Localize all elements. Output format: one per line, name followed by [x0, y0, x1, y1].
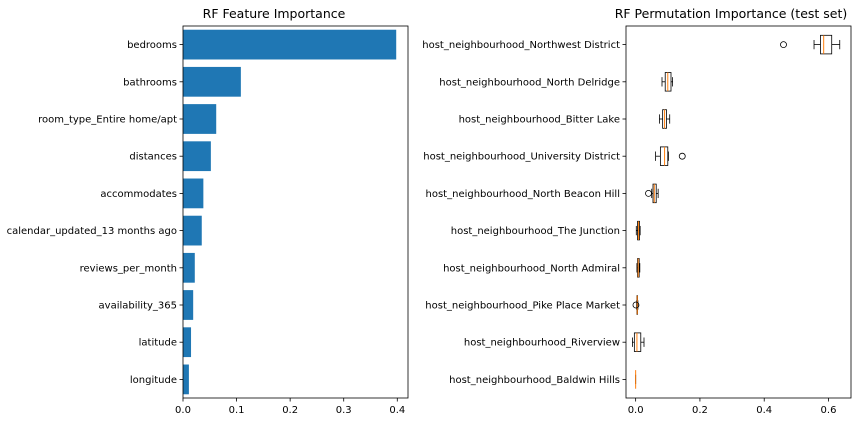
- y-tick-label: host_neighbourhood_The Junction: [451, 226, 620, 237]
- y-tick-label: bathrooms: [123, 77, 177, 88]
- bar-7: [183, 290, 194, 320]
- x-tick-label: 0.2: [282, 405, 298, 416]
- box-3: [655, 146, 686, 166]
- flier-0: [645, 189, 652, 197]
- y-tick-label: host_neighbourhood_North Delridge: [439, 77, 620, 88]
- y-tick-label: host_neighbourhood_University District: [423, 152, 620, 163]
- box-6: [636, 258, 641, 278]
- y-tick-label: distances: [129, 152, 177, 163]
- flier-0: [678, 152, 686, 160]
- rf-permutation-importance-title: RF Permutation Importance (test set): [615, 6, 848, 21]
- x-tick-label: 0.4: [389, 405, 405, 416]
- y-tick-label: room_type_Entire home/apt: [38, 115, 177, 126]
- y-tick-label: reviews_per_month: [80, 263, 177, 274]
- bar-0: [183, 29, 397, 60]
- box-8: [632, 332, 645, 352]
- bar-3: [183, 141, 211, 172]
- y-tick-label: host_neighbourhood_North Admiral: [443, 263, 620, 274]
- y-tick-label: bedrooms: [127, 40, 177, 51]
- y-tick-label: host_neighbourhood_Riverview: [464, 338, 620, 349]
- y-tick-label: longitude: [130, 375, 177, 386]
- bar-5: [183, 215, 202, 246]
- y-tick-label: calendar_updated_13 months ago: [7, 226, 177, 237]
- box-7: [632, 295, 640, 315]
- flier-0: [632, 301, 640, 309]
- x-tick-label: 0.4: [756, 405, 772, 416]
- box-iqr: [633, 332, 642, 352]
- box-1: [661, 72, 674, 92]
- box-5: [635, 220, 641, 241]
- rf-feature-importance-plot: RF Feature Importance bedrooms bathrooms r…: [7, 6, 409, 416]
- rf-permutation-importance-plot: RF Permutation Importance (test set) hos…: [422, 6, 852, 416]
- bar-6: [183, 252, 195, 283]
- y-tick-label: host_neighbourhood_Baldwin Hills: [449, 375, 620, 386]
- box-0: [780, 34, 841, 55]
- rf-feature-importance-title: RF Feature Importance: [203, 6, 346, 21]
- x-tick-label: 0.1: [229, 405, 245, 416]
- y-tick-label: accommodates: [100, 189, 177, 200]
- box-4: [645, 183, 659, 204]
- box-iqr: [820, 34, 833, 55]
- box-2: [659, 109, 671, 129]
- y-tick-label: availability_365: [99, 301, 177, 312]
- bar-9: [183, 364, 189, 395]
- x-tick-label: 0.0: [628, 405, 644, 416]
- x-tick-label: 0.2: [692, 405, 708, 416]
- y-tick-label: host_neighbourhood_Bitter Lake: [459, 115, 620, 126]
- x-tick-label: 0.6: [821, 405, 837, 416]
- bar-4: [183, 178, 204, 209]
- left-plot-frame: [182, 25, 409, 399]
- bar-8: [183, 327, 192, 358]
- bar-1: [183, 66, 241, 97]
- y-tick-label: host_neighbourhood_North Beacon Hill: [426, 189, 620, 200]
- x-tick-label: 0.0: [175, 405, 191, 416]
- y-tick-label: host_neighbourhood_Pike Place Market: [425, 301, 620, 312]
- x-tick-label: 0.3: [336, 405, 352, 416]
- y-tick-label: latitude: [139, 338, 177, 349]
- flier-0: [780, 41, 787, 48]
- bar-2: [183, 104, 217, 134]
- y-tick-label: host_neighbourhood_Northwest District: [422, 40, 620, 51]
- right-plot-frame: [625, 25, 852, 399]
